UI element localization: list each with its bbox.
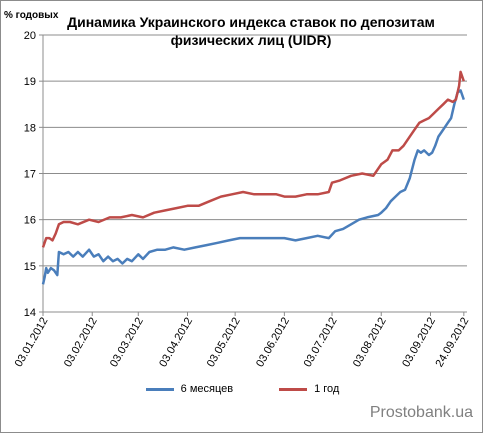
x-tick-label-6: 03.07.2012 [302, 316, 340, 370]
x-tick-label-4: 03.05.2012 [205, 316, 243, 370]
y-axis-label: % годовых [4, 10, 59, 21]
series-line-0 [41, 89, 465, 285]
x-tick-label-2: 03.03.2012 [108, 316, 146, 370]
x-tick-label-3: 03.04.2012 [157, 316, 195, 370]
x-tick-label-7: 03.08.2012 [351, 316, 389, 370]
y-tick-label-19: 19 [24, 76, 36, 88]
legend-item-1-year: 1 год [279, 383, 339, 395]
series-line-1 [41, 70, 465, 248]
x-tick-label-9: 24.09.2012 [433, 316, 471, 370]
y-tick-label-18: 18 [24, 122, 36, 134]
legend-label-6-months: 6 месяцев [180, 383, 234, 395]
chart-title-line-1: Динамика Украинского индекса ставок по д… [67, 14, 435, 30]
legend-swatch-1-year [279, 387, 308, 391]
y-tick-label-15: 15 [24, 261, 36, 273]
x-tick-label-5: 03.06.2012 [254, 316, 292, 370]
legend-label-1-year: 1 год [314, 383, 340, 395]
y-tick-label-20: 20 [24, 30, 36, 42]
y-tick-label-16: 16 [24, 215, 36, 227]
y-tick-label-17: 17 [24, 169, 36, 181]
legend: 6 месяцев 1 год [1, 383, 483, 395]
x-tick-label-0: 03.01.2012 [13, 316, 51, 370]
x-tick-label-1: 03.02.2012 [62, 316, 100, 370]
chart-title-line-2: физических лиц (UIDR) [170, 32, 332, 48]
y-tick-label-14: 14 [24, 307, 36, 319]
legend-item-6-months: 6 месяцев [145, 383, 234, 395]
legend-swatch-6-months [145, 387, 174, 391]
x-tick-label-8: 03.09.2012 [400, 316, 438, 370]
watermark-text: Prostobank.ua [369, 404, 473, 421]
